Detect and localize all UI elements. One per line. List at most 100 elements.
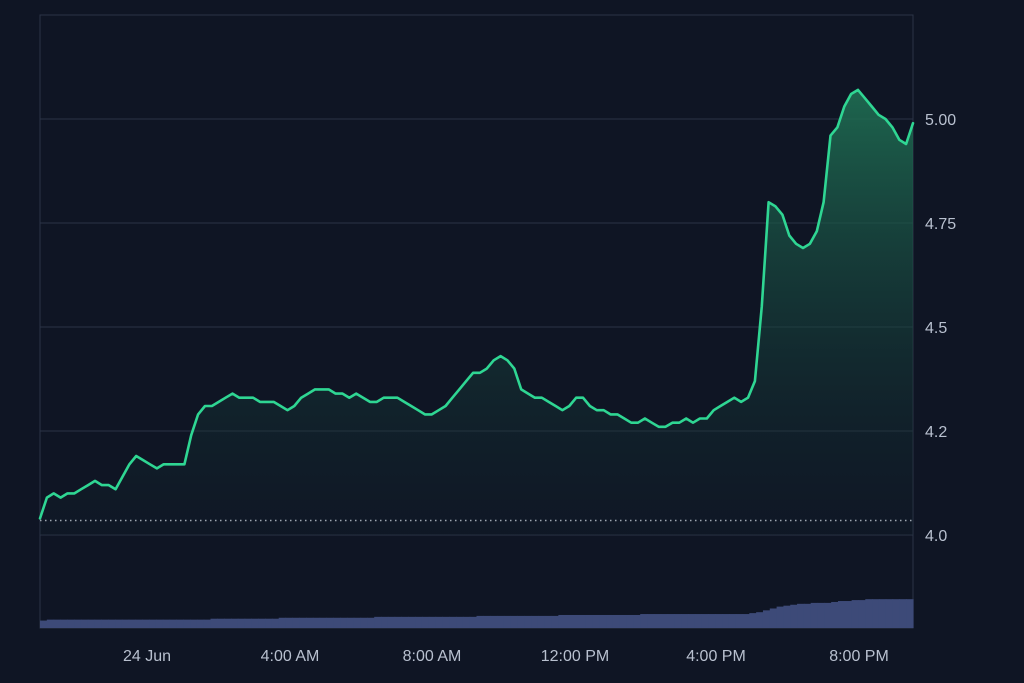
volume-bar: [237, 618, 246, 628]
volume-bar: [647, 614, 655, 628]
volume-bar: [360, 617, 368, 628]
volume-bar: [592, 614, 600, 628]
y-tick-label: 5.00: [925, 112, 956, 129]
volume-bar: [694, 614, 703, 628]
volume-bar: [483, 615, 491, 628]
price-line: [38, 88, 915, 520]
volume-bar: [837, 601, 846, 628]
volume-bar: [319, 617, 328, 628]
y-tick-label: 4.2: [925, 424, 947, 441]
volume-bar: [80, 619, 89, 628]
volume-bar: [872, 599, 880, 628]
volume-bar: [728, 614, 737, 628]
volume-bar: [462, 616, 471, 628]
volume-bar: [162, 619, 171, 628]
volume-bar: [626, 614, 634, 628]
volume-bar: [599, 614, 607, 628]
volume-bar: [60, 619, 68, 628]
volume-bar: [115, 619, 123, 628]
volume-bar: [756, 612, 764, 628]
volume-bar: [510, 615, 519, 628]
volume-bar: [190, 619, 198, 628]
volume-bar: [769, 608, 778, 628]
volume-bar: [121, 619, 130, 628]
volume-bar: [326, 617, 334, 628]
volume-bar: [496, 615, 505, 628]
y-tick-label: 4.5: [925, 320, 947, 337]
volume-bar: [606, 614, 614, 628]
volume-bar: [633, 614, 641, 628]
volume-bar: [367, 617, 375, 628]
volume-bar: [196, 619, 205, 628]
volume-bar: [292, 617, 300, 628]
volume-bar: [503, 615, 512, 628]
volume-bar: [715, 614, 723, 628]
volume-bar: [421, 616, 430, 628]
volume-bar: [265, 618, 273, 628]
volume-bar: [640, 614, 648, 628]
x-tick-label: 24 Jun: [123, 648, 171, 665]
volume-bar: [687, 614, 696, 628]
volume-bar: [469, 616, 478, 628]
volume-bar: [415, 616, 423, 628]
x-tick-label: 8:00 AM: [403, 648, 462, 665]
y-tick-label: 4.75: [925, 216, 956, 233]
volume-bar: [394, 616, 403, 628]
volume-bar: [46, 619, 55, 628]
volume-bar: [408, 616, 416, 628]
volume-bar: [135, 619, 143, 628]
volume-bar: [251, 618, 259, 628]
volume-bar: [681, 614, 689, 628]
volume-bar: [40, 620, 48, 628]
volume-bar: [428, 616, 437, 628]
volume-bar: [578, 614, 587, 628]
volume-bar: [851, 600, 860, 628]
volume-bar: [619, 614, 628, 628]
volume-bar: [285, 617, 293, 628]
volume-bar: [885, 599, 894, 628]
volume-bar: [346, 617, 355, 628]
volume-bar: [565, 614, 573, 628]
volume-bar: [858, 600, 866, 628]
volume-bar: [476, 615, 484, 628]
volume-bar: [53, 619, 62, 628]
volume-bar: [456, 616, 464, 628]
volume-bar: [490, 615, 498, 628]
volume-bar: [797, 603, 805, 628]
volume-bar: [674, 614, 682, 628]
volume-layer: [40, 599, 914, 628]
volume-bar: [612, 614, 621, 628]
price-area-fill: [40, 89, 913, 536]
volume-bar: [258, 618, 266, 628]
volume-bar: [571, 614, 580, 628]
volume-bar: [537, 615, 546, 628]
y-tick-label: 4.0: [925, 528, 947, 545]
volume-bar: [831, 601, 839, 628]
line-layer: [38, 88, 915, 520]
volume-bar: [401, 616, 409, 628]
volume-bar: [892, 599, 900, 628]
volume-bar: [817, 602, 825, 628]
volume-bar: [333, 617, 341, 628]
volume-bar: [742, 614, 750, 628]
volume-bar: [67, 619, 75, 628]
volume-bar: [558, 614, 566, 628]
volume-bar: [381, 616, 389, 628]
volume-bar: [176, 619, 184, 628]
volume-bar: [374, 616, 382, 628]
volume-bar: [155, 619, 164, 628]
volume-bar: [387, 616, 396, 628]
axis-layer: 4.0 4.2 4.5 4.75 5.00 24 Jun 4:00 AM 8:00 AM 12:…: [123, 112, 956, 665]
volume-bar: [230, 618, 239, 628]
volume-bar: [749, 613, 757, 628]
volume-bar: [435, 616, 443, 628]
volume-bar: [271, 618, 280, 628]
volume-bar: [585, 614, 594, 628]
volume-bar: [544, 615, 553, 628]
volume-bar: [217, 618, 225, 628]
volume-bar: [762, 610, 771, 628]
volume-bar: [183, 619, 191, 628]
volume-bar: [299, 617, 307, 628]
volume-bar: [101, 619, 109, 628]
